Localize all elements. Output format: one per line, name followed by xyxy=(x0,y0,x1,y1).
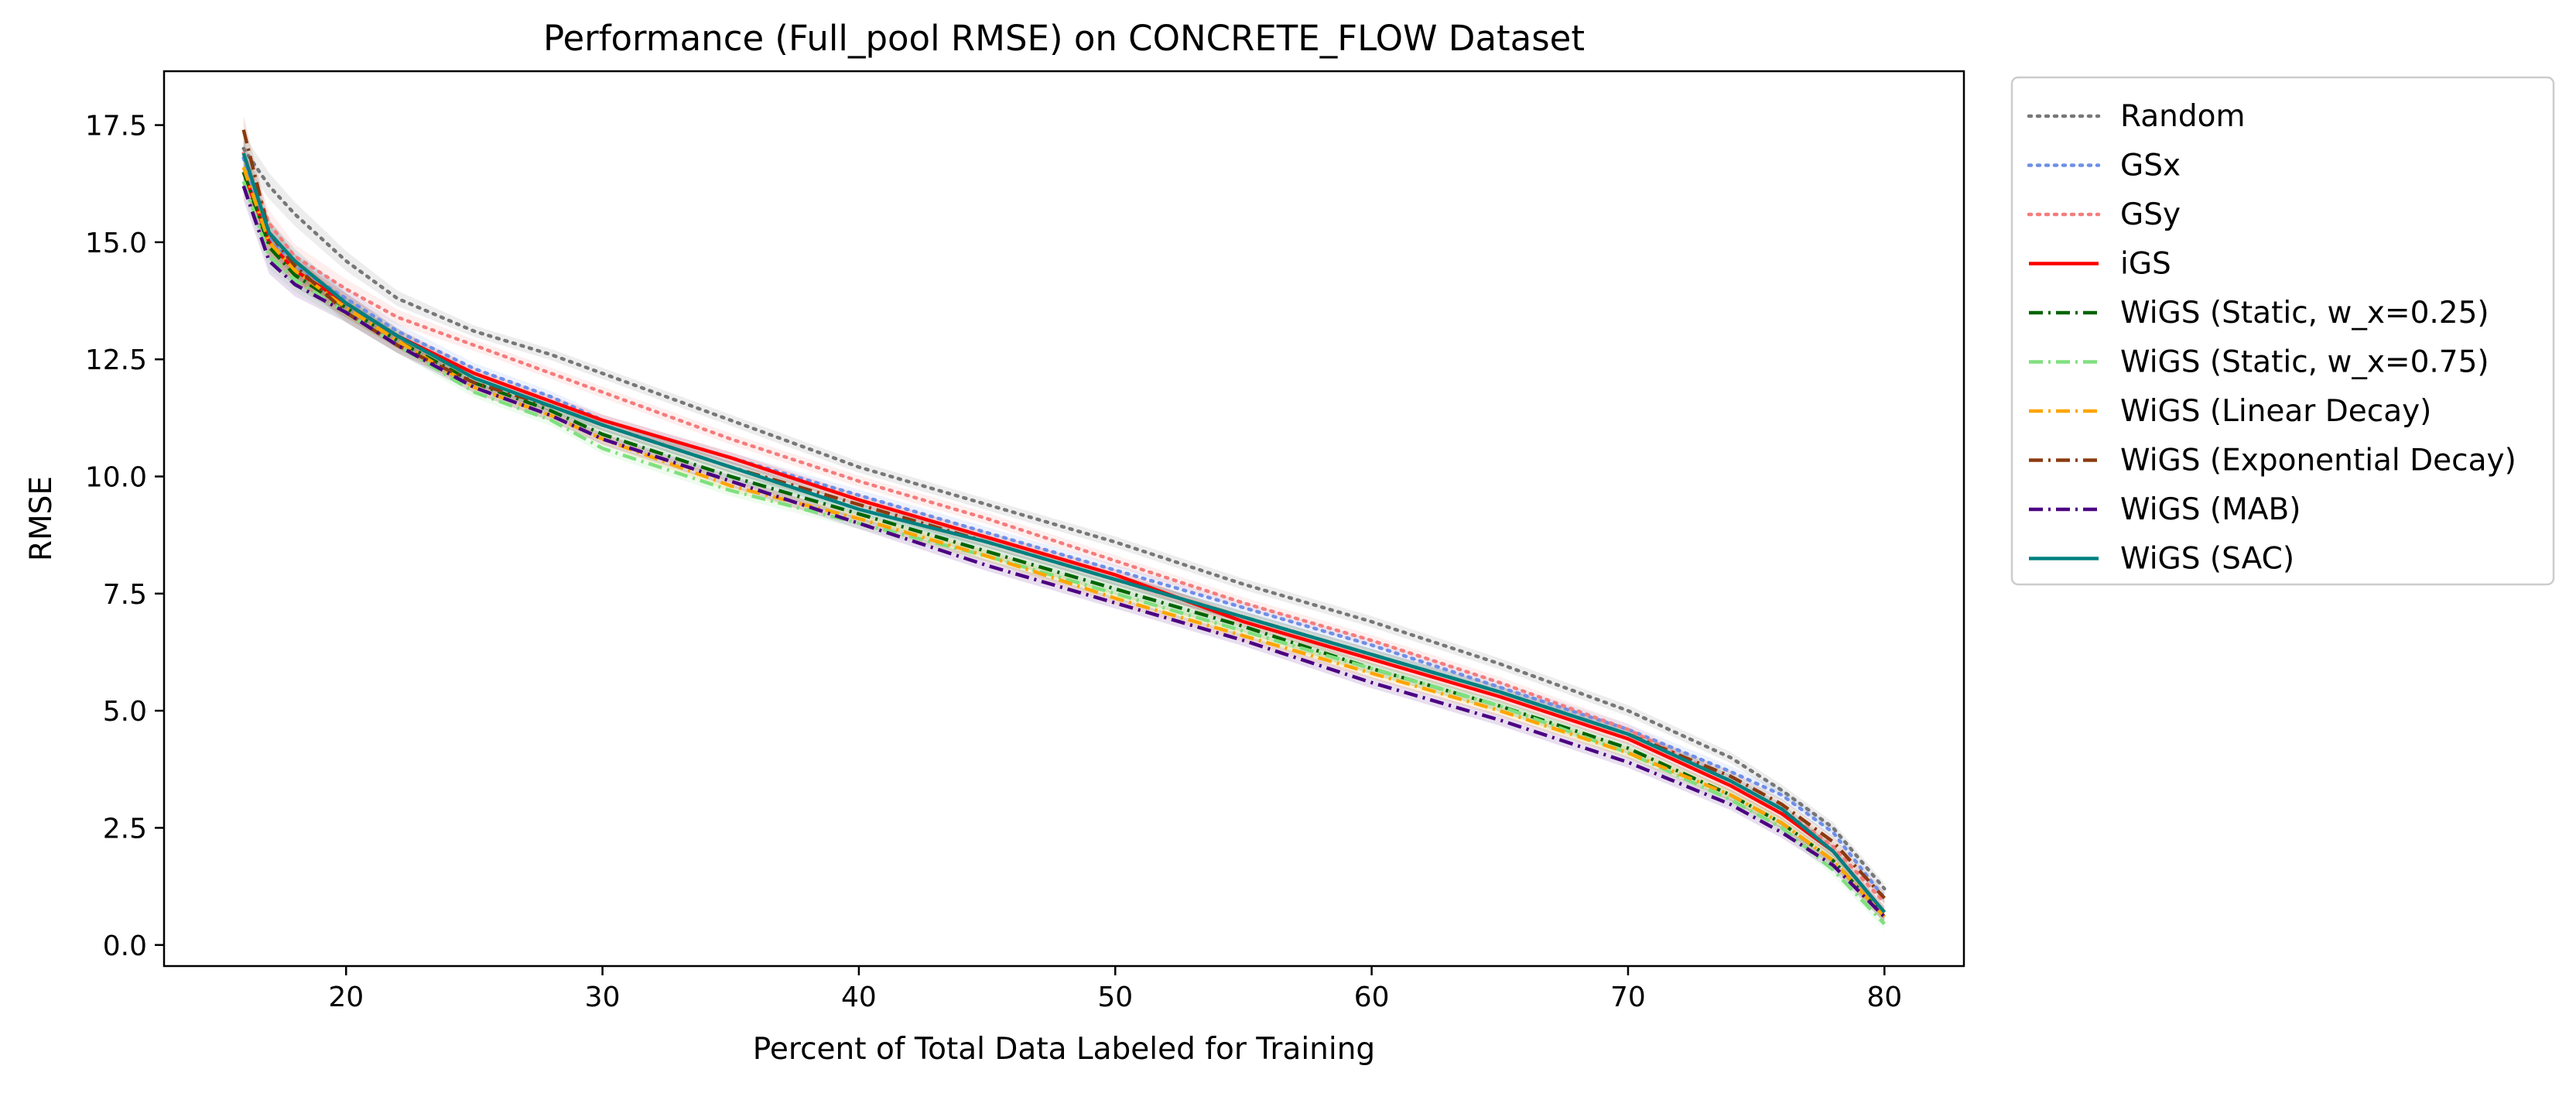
legend-label-wigs-static-w-x-0-25: WiGS (Static, w_x=0.25) xyxy=(2120,296,2489,331)
series-line-random xyxy=(241,146,1887,891)
series-line-wigs-mab xyxy=(241,185,1886,919)
legend-label-gsx: GSx xyxy=(2120,149,2181,183)
y-tick-label: 17.5 xyxy=(85,111,147,142)
band-igs xyxy=(243,157,1885,918)
legend-items: Random GSx GSy iGS WiGS (Static, w_x=0.25) Wi… xyxy=(2027,99,2516,577)
x-tick-label: 60 xyxy=(1354,982,1390,1013)
legend-label-wigs-exponential-decay: WiGS (Exponential Decay) xyxy=(2120,444,2516,478)
series-lines xyxy=(241,129,1887,926)
series-line-wigs-linear-decay xyxy=(241,166,1886,918)
y-tick-label: 2.5 xyxy=(103,813,147,845)
x-tick-label: 20 xyxy=(328,982,364,1013)
legend-label-wigs-mab: WiGS (MAB) xyxy=(2120,492,2301,527)
x-tick-label: 40 xyxy=(841,982,877,1013)
y-tick-label: 0.0 xyxy=(103,930,147,962)
x-tick-label: 80 xyxy=(1866,982,1902,1013)
y-axis-ticks: 0.0 2.5 5.0 7.5 10.0 12.5 15.0 17.5 xyxy=(85,111,164,962)
y-tick-label: 15.0 xyxy=(85,228,147,259)
y-tick-label: 12.5 xyxy=(85,344,147,376)
legend-label-gsy: GSy xyxy=(2120,197,2181,232)
y-tick-label: 10.0 xyxy=(85,462,147,494)
x-tick-label: 50 xyxy=(1097,982,1133,1013)
series-line-wigs-exponential-decay xyxy=(241,129,1886,899)
x-tick-label: 70 xyxy=(1610,982,1646,1013)
confidence-bands xyxy=(243,115,1885,930)
x-tick-label: 30 xyxy=(585,982,621,1013)
legend-label-igs: iGS xyxy=(2120,247,2171,282)
x-axis-ticks: 20 30 40 50 60 70 80 xyxy=(328,966,1902,1013)
legend: Random GSx GSy iGS WiGS (Static, w_x=0.25) Wi… xyxy=(2010,76,2555,586)
y-tick-label: 7.5 xyxy=(103,579,147,611)
legend-label-wigs-linear-decay: WiGS (Linear Decay) xyxy=(2120,394,2431,429)
band-wigs-exponential-decay xyxy=(243,115,1885,904)
x-axis-label: Percent of Total Data Labeled for Traini… xyxy=(753,1032,1375,1067)
y-axis-label: RMSE xyxy=(24,476,59,561)
legend-label-wigs-sac: WiGS (SAC) xyxy=(2120,542,2294,577)
series-line-wigs-static-w-x-0-75 xyxy=(241,180,1886,926)
legend-box xyxy=(2010,76,2555,586)
band-wigs-linear-decay xyxy=(243,152,1885,923)
band-random xyxy=(243,134,1885,895)
legend-label-wigs-static-w-x-0-75: WiGS (Static, w_x=0.75) xyxy=(2120,345,2489,380)
y-tick-label: 5.0 xyxy=(103,696,147,728)
legend-label-random: Random xyxy=(2120,99,2245,134)
series-line-wigs-sac xyxy=(241,152,1887,913)
chart-title: Performance (Full_pool RMSE) on CONCRETE… xyxy=(543,18,1585,59)
plot-area-frame xyxy=(162,70,1965,968)
series-line-gsx xyxy=(241,156,1887,900)
